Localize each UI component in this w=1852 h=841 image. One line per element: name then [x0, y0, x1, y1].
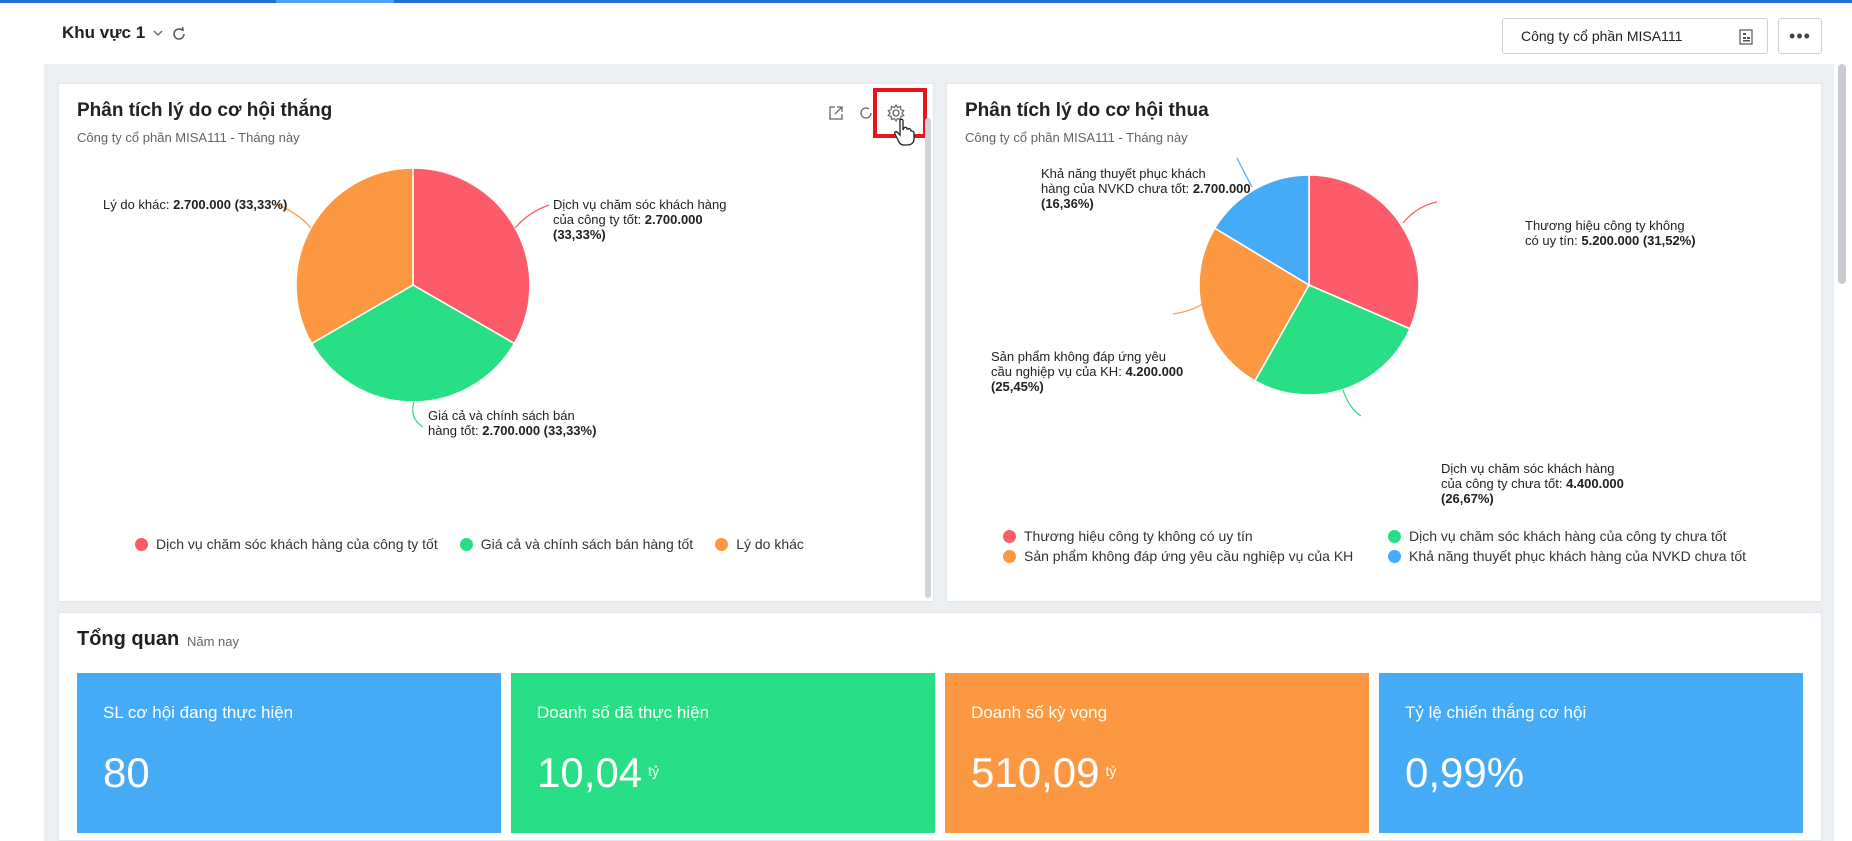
- gear-icon: [887, 103, 905, 123]
- legend-dot: [1003, 529, 1016, 543]
- overview-title: Tổng quan: [77, 628, 180, 650]
- company-select-value: Công ty cổ phần MISA111: [1521, 28, 1683, 44]
- lose-legend-item-3[interactable]: Khả năng thuyết phục khách hàng của NVKD…: [1388, 548, 1746, 564]
- lose-label-1: Dịch vụ chăm sóc khách hàng của công ty …: [1441, 461, 1624, 506]
- win-legend-item-0[interactable]: Dịch vụ chăm sóc khách hàng của công ty …: [135, 536, 438, 552]
- pie-slice-0[interactable]: [1308, 174, 1420, 330]
- settings-button[interactable]: [885, 102, 907, 124]
- company-select[interactable]: Công ty cổ phần MISA111: [1502, 18, 1768, 54]
- kpi-value: 0,99%: [1405, 749, 1525, 796]
- win-legend-item-1[interactable]: Giá cả và chính sách bán hàng tốt: [459, 536, 693, 552]
- lose-legend-item-1[interactable]: Dịch vụ chăm sóc khách hàng của công ty …: [1388, 528, 1727, 544]
- kpi-value: 80: [103, 749, 150, 796]
- lose-label-0: Thương hiệu công ty không có uy tín: 5.2…: [1525, 218, 1696, 248]
- pie-leader-line-2: [276, 204, 312, 229]
- win-card-actions: [825, 102, 907, 124]
- refresh-chart-button[interactable]: [855, 102, 877, 124]
- pie-slice-2[interactable]: [1198, 227, 1311, 382]
- open-external-button[interactable]: [825, 102, 847, 124]
- win-label-2: Lý do khác: 2.700.000 (33,33%): [103, 197, 288, 212]
- kpi-unit: tỷ: [648, 763, 659, 779]
- pie-leader-line-2: [1172, 303, 1204, 315]
- overview-period: Năm nay: [187, 634, 240, 649]
- win-card-subtitle: Công ty cổ phần MISA111 - Tháng này: [77, 130, 300, 145]
- overview-card: Tổng quan Năm nay SL cơ hội đang thực hi…: [58, 612, 1822, 841]
- kpi-realized-revenue[interactable]: Doanh số đã thực hiện 10,04 tỷ: [511, 673, 935, 833]
- legend-dot: [1388, 529, 1401, 543]
- pie-leader-line-3: [1236, 157, 1253, 188]
- lose-card-subtitle: Công ty cổ phần MISA111 - Tháng này: [965, 130, 1188, 145]
- win-label-0: Dịch vụ chăm sóc khách hàng của công ty …: [553, 197, 727, 242]
- lose-card-title: Phân tích lý do cơ hội thua: [965, 100, 1209, 121]
- kpi-unit: tỷ: [1105, 763, 1117, 779]
- kpi-expected-revenue[interactable]: Doanh số kỳ vọng 510,09 tỷ: [945, 673, 1369, 833]
- area-selector-label: Khu vực 1: [62, 23, 146, 42]
- card-scrollbar[interactable]: [925, 118, 931, 598]
- top-accent-bar: [0, 0, 1852, 3]
- org-tree-icon: [1739, 29, 1753, 45]
- win-label-1: Giá cả và chính sách bán hàng tốt: 2.700…: [428, 408, 597, 438]
- legend-dot: [1388, 549, 1401, 563]
- pie-slice-3[interactable]: [1213, 174, 1310, 287]
- legend-dot: [459, 537, 473, 551]
- lose-legend-item-2[interactable]: Sản phẩm không đáp ứng yêu cầu nghiệp vụ…: [1003, 548, 1388, 564]
- open-external-icon: [829, 106, 843, 120]
- kpi-label: Tỷ lệ chiến thắng cơ hội: [1405, 703, 1587, 722]
- pie-slice-2[interactable]: [295, 167, 414, 345]
- pie-leader-line-0: [514, 204, 550, 229]
- more-options-button[interactable]: •••: [1778, 18, 1822, 54]
- lose-legend: Thương hiệu công ty không có uy tín Dịch…: [1003, 528, 1763, 564]
- kpi-win-rate[interactable]: Tỷ lệ chiến thắng cơ hội 0,99%: [1379, 673, 1803, 833]
- pie-leader-line-1: [412, 401, 424, 428]
- kpi-value: 10,04 tỷ: [537, 749, 659, 796]
- kpi-label: SL cơ hội đang thực hiện: [103, 703, 294, 722]
- win-legend: Dịch vụ chăm sóc khách hàng của công ty …: [135, 536, 804, 552]
- win-reasons-card: Phân tích lý do cơ hội thắng Công ty cổ …: [58, 83, 934, 602]
- area-selector[interactable]: Khu vực 1: [62, 23, 165, 43]
- lose-label-2: Sản phẩm không đáp ứng yêu cầu nghiệp vụ…: [991, 349, 1184, 394]
- page-scrollbar[interactable]: [1838, 64, 1846, 284]
- lose-legend-item-0[interactable]: Thương hiệu công ty không có uy tín: [1003, 528, 1388, 544]
- legend-dot: [135, 537, 148, 551]
- win-legend-item-2[interactable]: Lý do khác: [715, 536, 804, 552]
- lose-reasons-card: Phân tích lý do cơ hội thua Công ty cổ p…: [946, 83, 1822, 602]
- pie-slice-0[interactable]: [412, 167, 531, 345]
- refresh-icon: [860, 107, 872, 119]
- active-tab-indicator: [276, 0, 394, 3]
- pie-leader-line-0: [1402, 201, 1438, 224]
- win-pie-chart: [276, 167, 550, 428]
- lose-pie-chart: [1172, 157, 1438, 417]
- chevron-down-icon: [153, 30, 163, 36]
- legend-dot: [715, 537, 729, 551]
- kpi-open-opportunities[interactable]: SL cơ hội đang thực hiện 80: [77, 673, 501, 833]
- lose-label-3: Khả năng thuyết phục khách hàng của NVKD…: [1041, 166, 1251, 211]
- kpi-label: Doanh số đã thực hiện: [537, 703, 710, 722]
- kpi-value: 510,09 tỷ: [971, 749, 1117, 796]
- pie-leader-line-1: [1342, 389, 1362, 417]
- win-card-title: Phân tích lý do cơ hội thắng: [77, 100, 333, 121]
- refresh-icon[interactable]: [170, 25, 188, 43]
- kpi-label: Doanh số kỳ vọng: [971, 703, 1108, 722]
- dashboard-header: Khu vực 1 Công ty cổ phần MISA111 •••: [44, 3, 1834, 64]
- hand-cursor-icon: [894, 118, 915, 146]
- legend-dot: [1003, 549, 1016, 563]
